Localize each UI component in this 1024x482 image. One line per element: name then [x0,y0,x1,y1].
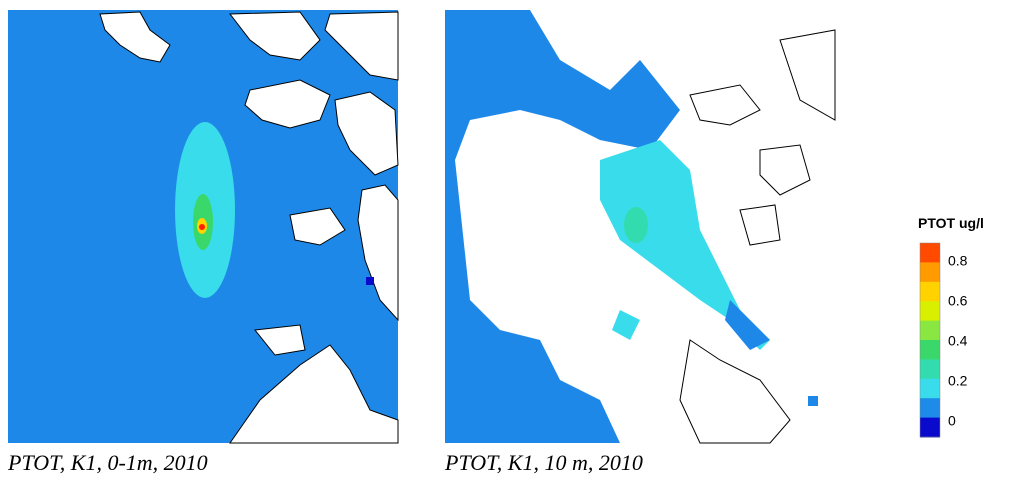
plume [612,310,640,340]
island [229,11,321,61]
colorbar-frame [919,242,941,438]
land [779,29,836,121]
colorbar-segment [920,320,940,341]
island [689,84,761,126]
colorbar: 0.8 0.6 0.4 0.2 0 [919,242,968,438]
caption: PTOT, K1, 10 m, 2010 [444,450,643,475]
marker [808,396,818,406]
colorbar-segment [920,262,940,283]
colorbar-segment [920,359,940,380]
plume [600,140,770,350]
island [254,324,306,356]
colorbar-segment [920,398,940,419]
map-surface [8,10,399,444]
island [334,91,399,176]
land [357,184,399,322]
island [324,11,399,81]
island [759,144,811,196]
plume-peak [199,224,205,230]
colorbar-segment [920,417,940,438]
water-body [445,10,680,443]
land [515,140,590,200]
land [229,344,399,444]
legend-title: PTOT ug/l [918,215,984,231]
legend-tick-label: 0.6 [948,293,968,309]
colorbar-segment [920,378,940,399]
colorbar-segment [920,243,940,263]
colorbar-segment [920,281,940,302]
legend-tick-label: 0 [948,413,956,429]
land [679,339,791,444]
colorbar-segment [920,301,940,322]
caption: PTOT, K1, 0-1m, 2010 [7,450,208,475]
island [244,79,331,129]
legend-tick-label: 0.4 [948,333,968,349]
island [289,207,346,246]
colorbar-segment [920,340,940,360]
island [99,11,171,63]
legend-tick-label: 0.8 [948,253,968,269]
legend-tick-label: 0.2 [948,373,968,389]
island [739,204,781,246]
marker [366,277,374,285]
plume-core [624,207,648,243]
map-surface [445,10,836,444]
water-body [725,300,770,350]
